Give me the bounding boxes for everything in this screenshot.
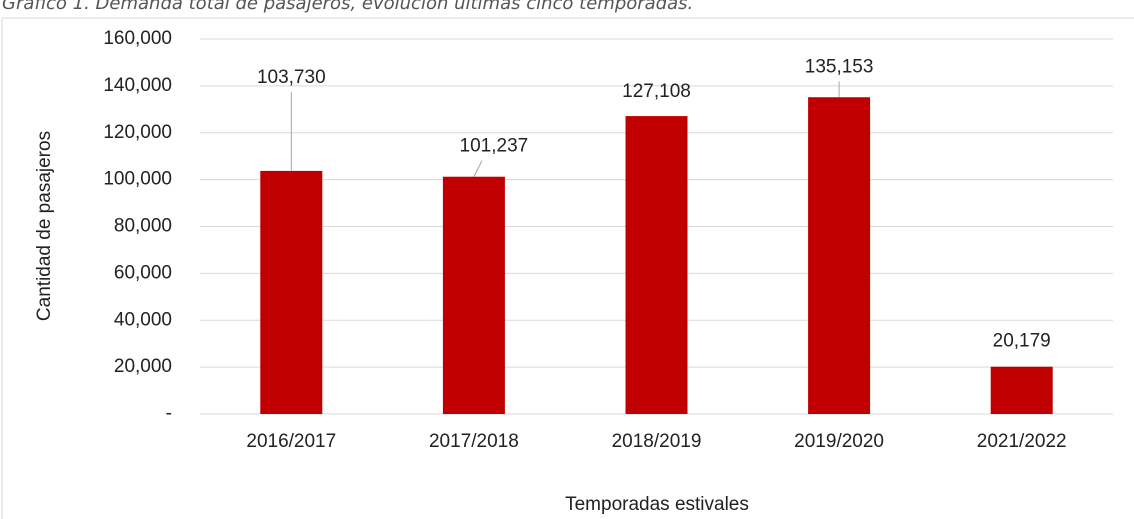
y-tick-label: 140,000 bbox=[103, 75, 172, 96]
bar bbox=[260, 170, 323, 414]
x-tick-label: 2018/2019 bbox=[612, 431, 702, 452]
chart-border bbox=[1, 17, 1134, 519]
leader-line bbox=[473, 160, 483, 177]
x-tick-label: 2021/2022 bbox=[977, 431, 1067, 452]
data-label: 20,179 bbox=[993, 331, 1051, 352]
y-tick-label: 160,000 bbox=[103, 28, 172, 49]
bar bbox=[808, 97, 871, 414]
data-label: 135,153 bbox=[805, 56, 874, 77]
y-tick-label: 80,000 bbox=[114, 216, 172, 237]
y-tick-label: 60,000 bbox=[114, 262, 172, 283]
y-tick-label: 100,000 bbox=[103, 169, 172, 190]
x-tick-label: 2016/2017 bbox=[246, 431, 336, 452]
bar bbox=[625, 116, 688, 414]
y-tick-label: - bbox=[166, 403, 172, 424]
bar bbox=[990, 366, 1053, 414]
bar bbox=[442, 176, 505, 414]
y-tick-label: 20,000 bbox=[114, 356, 172, 377]
y-tick-label: 120,000 bbox=[103, 122, 172, 143]
data-label: 101,237 bbox=[460, 136, 529, 157]
data-label: 127,108 bbox=[622, 81, 691, 102]
y-axis-title: Cantidad de pasajeros bbox=[34, 131, 55, 321]
y-tick-label: 40,000 bbox=[114, 309, 172, 330]
x-axis-title: Temporadas estivales bbox=[565, 494, 749, 515]
data-label: 103,730 bbox=[257, 67, 326, 88]
chart-title: Gráfico 1. Demanda total de pasajeros, e… bbox=[2, 0, 693, 14]
x-tick-label: 2019/2020 bbox=[794, 431, 884, 452]
x-tick-label: 2017/2018 bbox=[429, 431, 519, 452]
